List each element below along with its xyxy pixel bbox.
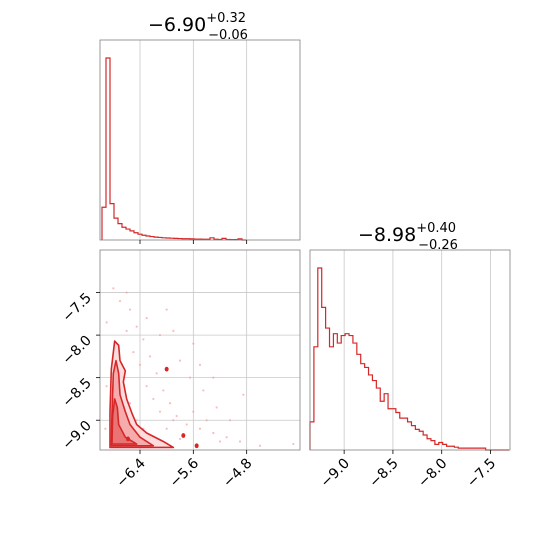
x-tick-label: −5.6 — [167, 455, 202, 490]
y-tick-label: −8.0 — [59, 333, 94, 368]
histogram-panel-x: −6.90+0.32 −0.06 — [99, 11, 301, 244]
sample-point — [198, 427, 202, 430]
sample-point — [135, 419, 138, 422]
histogram-step-line — [101, 57, 246, 241]
sample-point — [135, 325, 138, 328]
histogram-step-line — [309, 267, 510, 451]
sample-point — [202, 389, 205, 392]
x-tick-label: −4.8 — [220, 456, 255, 491]
x-tick-label: −8.0 — [415, 456, 450, 491]
density-panel: −6.4 −5.6 −4.8 −7.5 −8.0 −8.5 −9.0 — [59, 249, 301, 491]
density-frame — [99, 249, 301, 451]
sample-point — [188, 376, 192, 379]
sample-point — [104, 427, 107, 430]
histogram-x-title-sub: −0.06 — [208, 28, 248, 43]
sample-point — [128, 308, 132, 311]
histogram-x-title: −6.90+0.32 −0.06 — [148, 11, 248, 43]
sample-point — [128, 402, 132, 405]
histogram-y-title-sub: −0.26 — [418, 238, 458, 253]
y-tick-label: −9.0 — [59, 418, 94, 453]
x-tick-label: −7.5 — [464, 456, 499, 491]
density-island — [181, 433, 186, 438]
sample-point — [212, 376, 215, 379]
sample-point — [105, 321, 108, 324]
y-tick-label: −7.5 — [59, 290, 94, 325]
sample-point — [145, 316, 148, 320]
x-tick-label: −8.5 — [366, 456, 401, 491]
histogram-x-frame — [99, 39, 301, 241]
sample-point — [132, 351, 135, 354]
sample-point — [215, 406, 218, 409]
x-tick-label: −6.4 — [113, 455, 148, 490]
sample-point — [158, 410, 162, 413]
density-island — [164, 366, 169, 372]
x-tick-label: −9.0 — [318, 456, 353, 491]
histogram-y-title-sup: +0.40 — [416, 221, 456, 236]
sample-point — [168, 402, 172, 405]
sample-point — [192, 342, 195, 345]
sample-point — [218, 440, 222, 443]
histogram-y-title-main: −8.98 — [358, 224, 416, 246]
sample-point — [178, 437, 182, 441]
sample-point — [172, 329, 175, 332]
histogram-panel-y: −9.0 −8.5 −8.0 −7.5 −8.98+0.40 −0.26 — [309, 221, 511, 491]
histogram-x-title-main: −6.90 — [148, 14, 206, 36]
sample-point — [165, 308, 168, 311]
density-island — [194, 443, 199, 449]
sample-point — [152, 397, 155, 401]
sample-point — [162, 389, 165, 392]
sample-point — [185, 423, 188, 426]
sample-point — [212, 431, 215, 435]
histogram-x-title-sup: +0.32 — [206, 11, 246, 26]
sample-point — [125, 329, 128, 332]
sample-point — [138, 363, 142, 366]
sample-point — [198, 363, 202, 366]
sample-point — [192, 410, 195, 413]
sample-point — [145, 385, 148, 388]
sample-point — [172, 419, 175, 422]
sample-point — [158, 334, 162, 337]
sample-point — [112, 287, 115, 290]
sample-point — [165, 427, 168, 430]
sample-point — [175, 414, 178, 418]
histogram-y-title: −8.98+0.40 −0.26 — [358, 221, 458, 253]
y-tick-label: −8.5 — [59, 375, 94, 410]
sample-point — [155, 372, 158, 375]
sample-point — [125, 291, 128, 294]
sample-point — [258, 444, 262, 447]
sample-point — [238, 440, 242, 443]
sample-point — [118, 299, 122, 303]
sample-point — [178, 359, 182, 362]
sample-point — [105, 385, 108, 388]
density-contour-inner — [111, 398, 138, 445]
sample-point — [142, 338, 145, 341]
sample-point — [228, 419, 232, 422]
sample-point — [242, 393, 245, 396]
sample-point — [292, 442, 295, 446]
density-contour-middle — [110, 359, 155, 447]
density-island — [126, 436, 130, 442]
sample-point — [205, 419, 208, 422]
histogram-y-frame — [309, 249, 511, 451]
sample-point — [148, 355, 152, 358]
sample-point — [225, 436, 228, 439]
